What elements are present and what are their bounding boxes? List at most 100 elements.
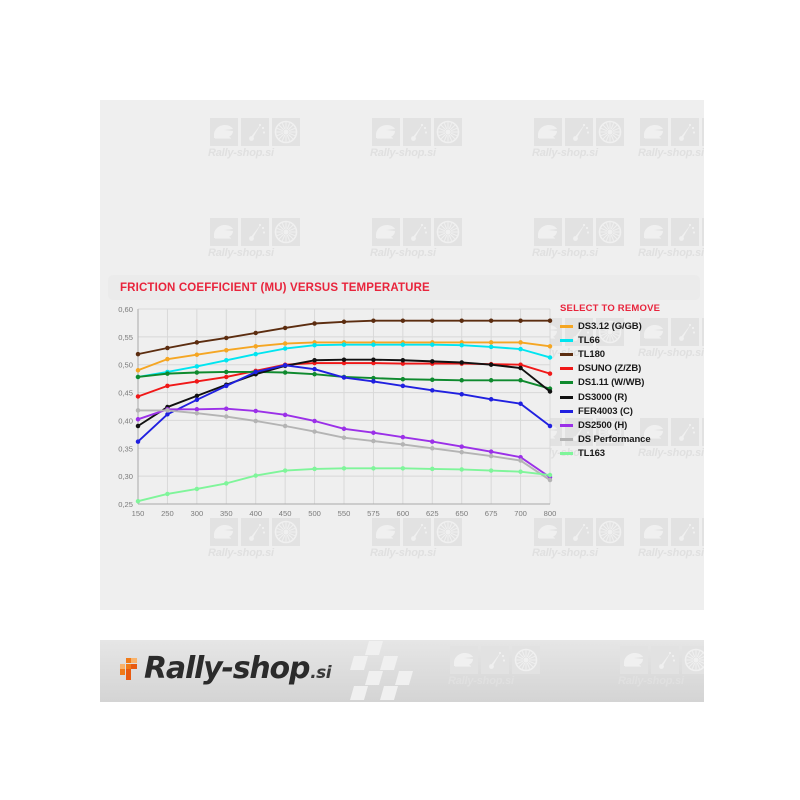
- y-axis-tick-label: 0,25: [118, 500, 133, 509]
- data-point: [135, 417, 141, 422]
- watermark: Rally-shop.si: [352, 118, 468, 174]
- checker-square: [349, 656, 369, 670]
- legend-item-label: TL163: [578, 448, 605, 460]
- data-point: [312, 342, 317, 348]
- watermark-text: Rally-shop.si: [638, 147, 704, 159]
- data-point: [165, 371, 170, 376]
- gauge-icon: [403, 218, 431, 246]
- data-point: [312, 466, 317, 472]
- data-point: [400, 383, 406, 389]
- series-tl66: [135, 342, 553, 380]
- legend-item[interactable]: TL180: [560, 347, 705, 361]
- data-point: [282, 412, 288, 418]
- data-point: [518, 365, 523, 371]
- data-point: [341, 357, 347, 362]
- data-point: [135, 351, 141, 357]
- helmet-icon: [534, 218, 562, 246]
- legend-item[interactable]: DSUNO (Z/ZB): [560, 362, 705, 376]
- watermark-icons: [534, 218, 630, 246]
- legend-item[interactable]: FER4003 (C): [560, 404, 705, 418]
- data-point: [371, 318, 376, 323]
- watermark-text: Rally-shop.si: [638, 547, 704, 559]
- x-axis-tick-label: 625: [426, 509, 439, 518]
- watermark-icons: [372, 218, 468, 246]
- legend-color-swatch: [560, 395, 573, 399]
- data-point: [194, 340, 200, 345]
- gauge-icon: [481, 646, 509, 674]
- helmet-icon: [210, 118, 238, 146]
- legend-color-swatch: [560, 438, 573, 442]
- legend-item[interactable]: TL163: [560, 447, 705, 461]
- legend-item[interactable]: TL66: [560, 333, 705, 347]
- legend-item[interactable]: DS1.11 (W/WB): [560, 376, 705, 390]
- watermark-text: Rally-shop.si: [638, 247, 704, 259]
- data-point: [488, 362, 494, 367]
- data-point: [224, 347, 229, 353]
- data-point: [194, 379, 200, 384]
- checker-square: [379, 686, 399, 700]
- watermark-icons: [620, 646, 704, 674]
- x-axis-tick-label: 700: [514, 509, 527, 518]
- watermark-text: Rally-shop.si: [370, 147, 436, 159]
- series-ds2500-h: [135, 406, 553, 480]
- logo-checker-cell: [120, 669, 126, 675]
- data-point: [194, 397, 200, 403]
- watermark-text: Rally-shop.si: [370, 247, 436, 259]
- data-point: [430, 342, 435, 347]
- legend-color-swatch: [560, 367, 573, 371]
- wheel-icon: [596, 118, 624, 146]
- data-point: [253, 369, 258, 375]
- wheel-icon: [434, 218, 462, 246]
- wheel-icon: [702, 518, 704, 546]
- data-point: [341, 342, 347, 347]
- data-point: [194, 364, 200, 369]
- data-point: [400, 434, 406, 440]
- x-axis-tick-label: 500: [308, 509, 321, 518]
- watermark-text: Rally-shop.si: [208, 547, 274, 559]
- data-point: [547, 472, 553, 478]
- data-point: [224, 383, 229, 389]
- data-point: [253, 330, 258, 336]
- legend-item[interactable]: DS3000 (R): [560, 390, 705, 404]
- legend-item[interactable]: DS Performance: [560, 433, 705, 447]
- data-point: [371, 342, 376, 347]
- logo-checker-cell: [125, 669, 131, 675]
- x-axis-tick-label: 675: [485, 509, 498, 518]
- logo-tld: .si: [310, 663, 332, 683]
- legend-item-label: DS3000 (R): [578, 391, 628, 403]
- watermark-text: Rally-shop.si: [532, 547, 598, 559]
- helmet-icon: [534, 118, 562, 146]
- data-point: [224, 406, 229, 411]
- data-point: [371, 430, 376, 435]
- legend-item[interactable]: DS2500 (H): [560, 418, 705, 432]
- data-point: [518, 378, 523, 383]
- legend-item-label: DS3.12 (G/GB): [578, 320, 642, 332]
- checker-square: [364, 641, 384, 655]
- data-point: [430, 359, 435, 364]
- watermark-text: Rally-shop.si: [208, 147, 274, 159]
- helmet-icon: [640, 518, 668, 546]
- data-point: [135, 368, 141, 373]
- data-point: [430, 446, 435, 451]
- data-point: [194, 352, 200, 357]
- checker-square: [379, 656, 399, 670]
- gauge-icon: [565, 118, 593, 146]
- data-point: [135, 439, 141, 444]
- x-axis-tick-label: 600: [397, 509, 410, 518]
- watermark-icons: [210, 218, 306, 246]
- watermark-icons: [372, 118, 468, 146]
- data-point: [165, 412, 170, 417]
- data-point: [165, 345, 170, 351]
- data-point: [282, 363, 288, 368]
- y-axis-tick-label: 0,35: [118, 444, 133, 453]
- data-point: [224, 335, 229, 341]
- checker-square: [394, 671, 414, 685]
- data-point: [312, 358, 317, 363]
- legend-color-swatch: [560, 452, 573, 456]
- helmet-icon: [372, 118, 400, 146]
- data-point: [430, 466, 435, 472]
- data-point: [224, 369, 229, 375]
- footer-logo-band: Rally-shop .si Rally-shop.si Rally-shop.s…: [100, 640, 704, 702]
- legend-item[interactable]: DS3.12 (G/GB): [560, 319, 705, 333]
- helmet-icon: [640, 118, 668, 146]
